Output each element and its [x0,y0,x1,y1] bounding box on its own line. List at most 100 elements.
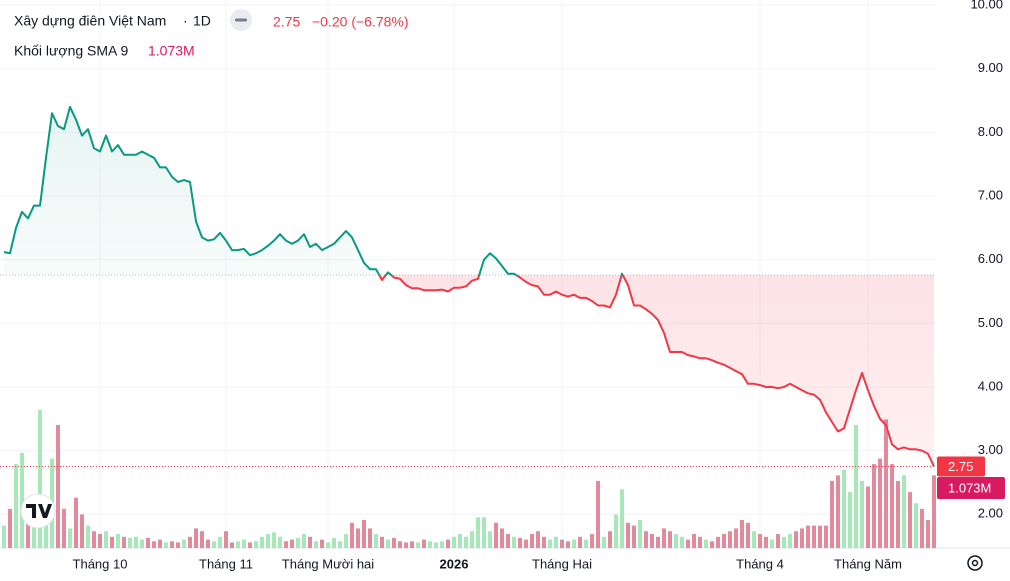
volume-bar [362,520,366,548]
volume-bar [584,539,588,548]
volume-bar [236,541,240,548]
volume-bar [452,536,456,548]
volume-bar [152,541,156,548]
y-tick-label: 10.00 [970,0,1003,12]
volume-bar [446,539,450,548]
volume-bar [830,480,834,548]
volume-bar [788,534,792,548]
volume-bar [260,536,264,548]
volume-bar [440,541,444,548]
volume-bar [932,475,936,548]
volume-bar [734,528,738,548]
volume-bar [464,536,468,548]
y-tick-label: 7.00 [978,187,1003,202]
volume-bar [434,542,438,548]
volume-bar [800,528,804,548]
volume-bar [128,537,132,548]
volume-bar [662,528,666,548]
volume-bar [92,531,96,548]
volume-bar [194,528,198,548]
price-label: 2.75 [948,459,973,474]
volume-bar [266,534,270,548]
volume-bar [140,539,144,548]
volume-bar [632,525,636,548]
volume-bar [392,537,396,548]
volume-bar [770,539,774,548]
volume-bar [890,464,894,548]
volume-bar [488,531,492,548]
volume-bar [428,541,432,548]
price-line [3,105,935,467]
x-tick-label: Tháng Năm [834,556,902,571]
volume-bar [614,514,618,548]
y-tick-label: 8.00 [978,124,1003,139]
volume-bar [818,525,822,548]
y-tick-label: 9.00 [978,60,1003,75]
volume-bar [698,536,702,548]
volume-bar [668,531,672,548]
volume-bar [302,534,306,548]
volume-bar [38,409,42,548]
price-series [0,105,936,468]
volume-bar [518,537,522,548]
volume-bar [158,539,162,548]
symbol-title: Xây dựng điên Việt Nam [14,13,166,29]
y-tick-label: 6.00 [978,251,1003,266]
volume-bar [422,539,426,548]
volume-bar [182,539,186,548]
volume-bar [416,542,420,548]
volume-bar [86,525,90,548]
volume-bar [554,536,558,548]
volume-bar [506,534,510,548]
tradingview-logo[interactable] [20,493,56,529]
volume-bar [308,536,312,548]
volume-bar [476,517,480,548]
volume-bar [8,508,12,548]
volume-bar [872,464,876,548]
volume-bar [764,536,768,548]
volume-sma-value: 1.073M [148,43,195,59]
x-tick-label: Tháng Mười hai [282,556,374,571]
baseline-area [4,106,934,467]
volume-bar [374,534,378,548]
volume-bar [212,541,216,548]
volume-bar [284,541,288,548]
interval: 1D [193,13,211,29]
volume-bar [716,536,720,548]
volume-bar [122,536,126,548]
volume-bar [596,480,600,548]
volume-bar [578,536,582,548]
volume-bar [710,541,714,548]
y-tick-label: 2.00 [978,506,1003,521]
volume-bar [164,542,168,548]
volume-bar [866,486,870,548]
volume-bar [722,534,726,548]
volume-bar [200,531,204,548]
volume-bar [878,458,882,548]
x-tick-label: Tháng 4 [736,556,784,571]
volume-bar [296,537,300,548]
volume-bar [686,539,690,548]
volume-bar [542,536,546,548]
volume-bars [2,409,936,548]
volume-title: Khối lượng SMA 9 [14,43,128,59]
volume-bar [278,536,282,548]
volume-bar [842,469,846,548]
volume-bar [188,536,192,548]
volume-bar [824,525,828,548]
volume-bar [410,541,414,548]
volume-bar [170,541,174,548]
volume-bar [860,480,864,548]
volume-bar [350,522,354,548]
hide-button[interactable] [230,9,252,31]
volume-bar [242,539,246,548]
volume-bar [926,520,930,548]
settings-button[interactable] [967,555,983,571]
volume-bar [740,520,744,548]
volume-bar [146,537,150,548]
volume-bar [896,480,900,548]
y-tick-label: 4.00 [978,378,1003,393]
volume-bar [848,492,852,548]
volume-bar [494,522,498,548]
volume-bar [314,541,318,548]
